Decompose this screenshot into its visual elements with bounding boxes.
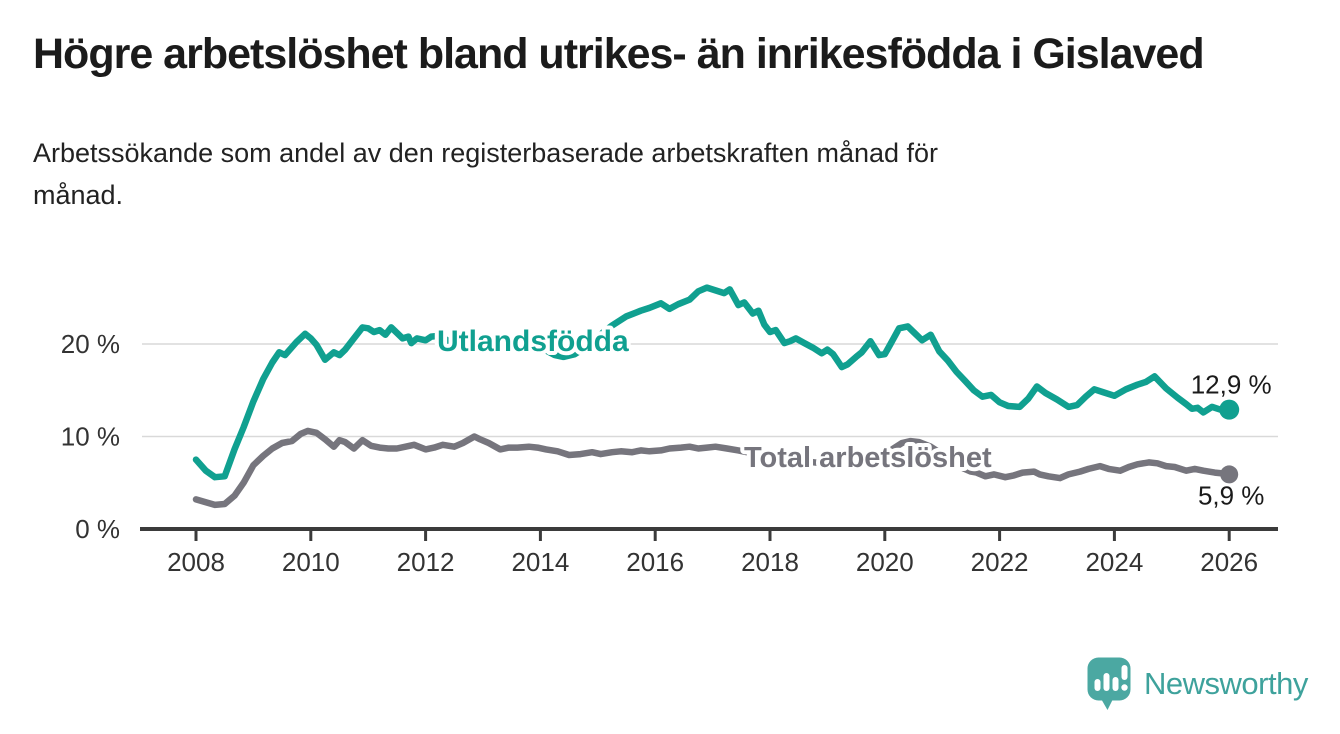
- x-tick-label: 2026: [1200, 547, 1258, 577]
- newsworthy-logo: Newsworthy: [1086, 656, 1308, 711]
- brand-name: Newsworthy: [1144, 665, 1308, 701]
- end-value-label: 5,9 %: [1198, 480, 1265, 510]
- end-dot: [1220, 465, 1239, 484]
- bar-chart-speech-bubble-icon: [1087, 657, 1131, 710]
- line-total-arbetsloshet: [192, 427, 1233, 509]
- x-tick-label: 2010: [282, 547, 340, 577]
- series-label: Total arbetslöshet: [744, 442, 992, 474]
- line-utlandsfodda: [192, 284, 1233, 481]
- end-dot: [1219, 399, 1240, 420]
- subtitle-line-2: månad.: [33, 180, 124, 210]
- subtitle-line-1: Arbetssökande som andel av den registerb…: [33, 138, 939, 168]
- page-title: Högre arbetslöshet bland utrikes- än inr…: [33, 30, 1205, 78]
- x-tick-label: 2008: [167, 547, 225, 577]
- y-tick-label: 0 %: [75, 514, 120, 544]
- x-tick-label: 2018: [741, 547, 799, 577]
- x-tick-label: 2014: [511, 547, 569, 577]
- y-tick-label: 20 %: [61, 329, 120, 359]
- x-tick-label: 2024: [1085, 547, 1143, 577]
- x-tick-label: 2022: [971, 547, 1029, 577]
- x-tick-label: 2012: [397, 547, 455, 577]
- series-label: Utlandsfödda: [437, 325, 629, 358]
- end-value-label: 12,9 %: [1191, 370, 1272, 400]
- x-tick-label: 2020: [856, 547, 914, 577]
- y-tick-label: 10 %: [61, 422, 120, 452]
- x-tick-label: 2016: [626, 547, 684, 577]
- page-subtitle: Arbetssökande som andel av den registerb…: [33, 132, 1253, 216]
